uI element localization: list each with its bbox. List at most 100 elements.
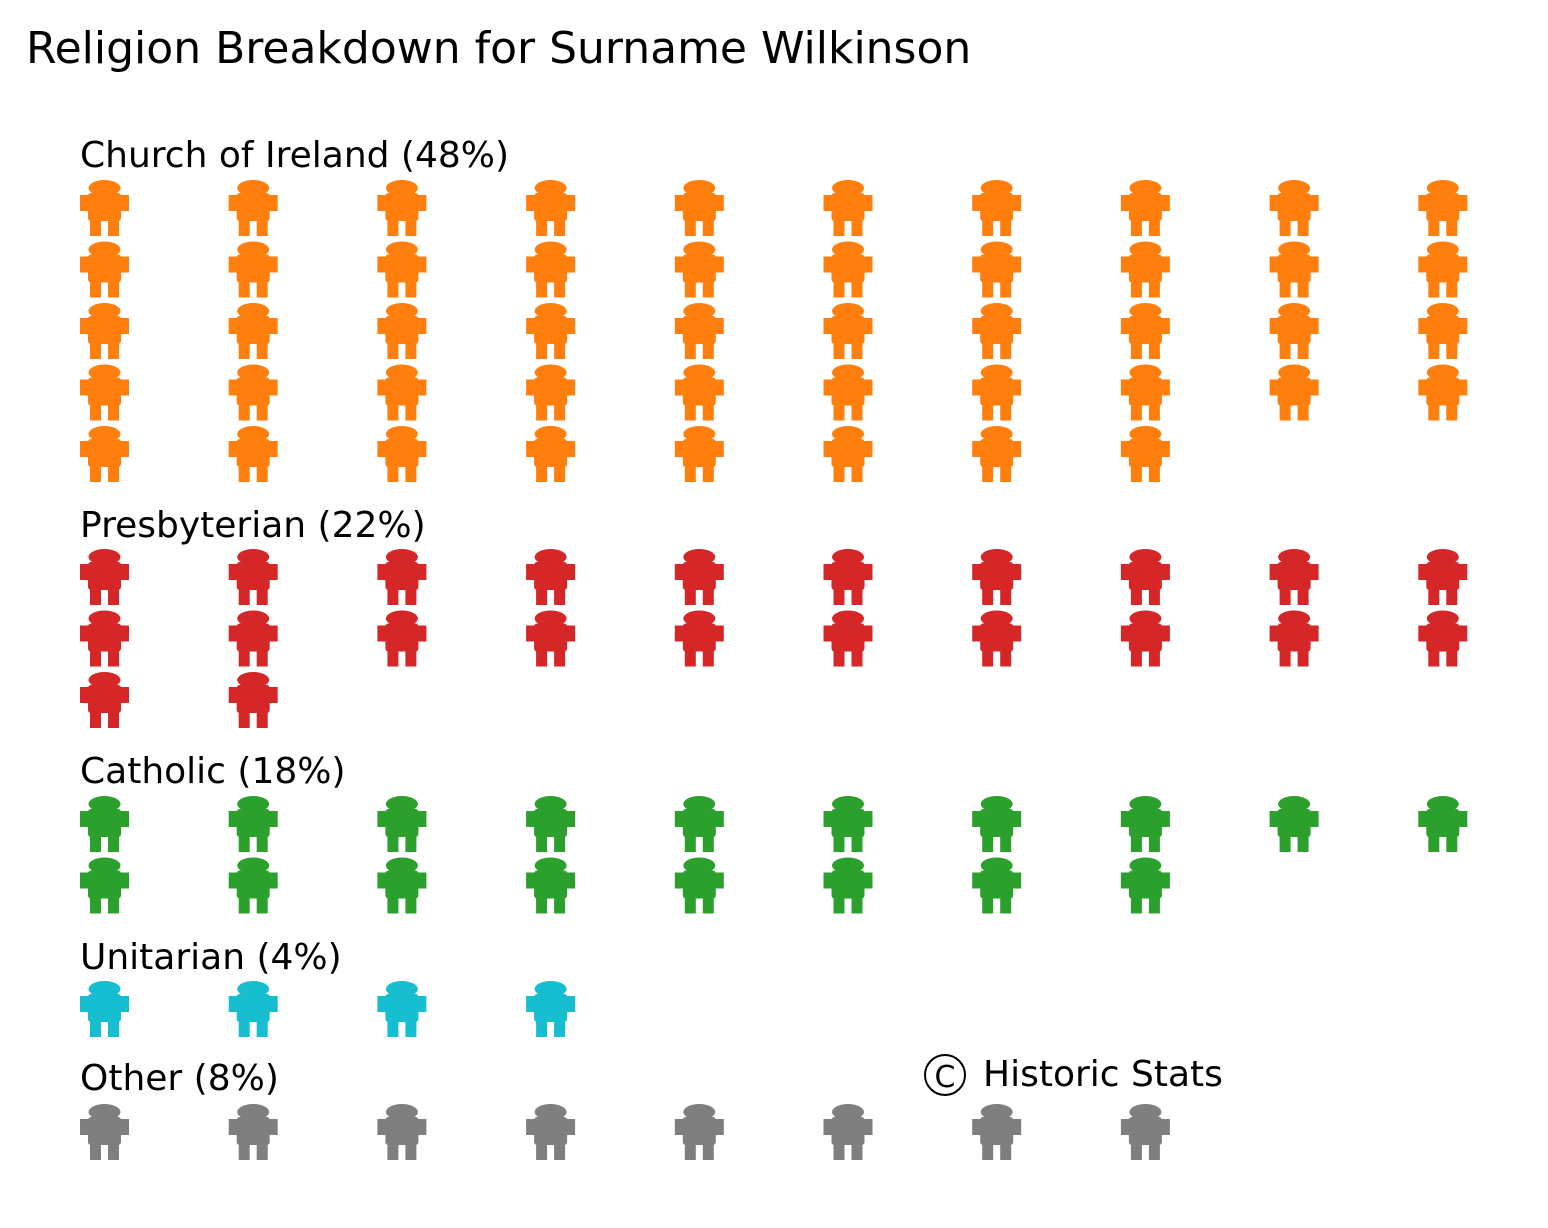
credit-text: Historic Stats	[983, 1054, 1223, 1095]
person-icon	[377, 981, 427, 1037]
person-icon	[377, 180, 427, 236]
person-icon	[377, 426, 427, 482]
person-icon	[80, 857, 129, 914]
person-icon	[674, 610, 724, 667]
person-icon	[1418, 241, 1468, 298]
person-icon	[823, 857, 873, 914]
person-icon	[823, 610, 873, 667]
person-icon	[674, 1104, 724, 1160]
person-icon	[228, 796, 278, 852]
person-icon	[1120, 241, 1170, 298]
person-icon	[80, 426, 129, 482]
person-icon	[80, 796, 129, 852]
person-icon	[972, 426, 1022, 482]
person-icon	[526, 549, 576, 605]
group-presbyterian: Presbyterian (22%)	[80, 505, 1468, 728]
person-icon	[1120, 857, 1170, 914]
person-icon	[526, 241, 576, 298]
person-icon	[972, 549, 1022, 605]
person-icon	[823, 303, 873, 359]
person-icon	[377, 303, 427, 359]
person-icon	[1418, 303, 1468, 359]
person-icon	[972, 1104, 1022, 1160]
person-icon	[823, 180, 873, 236]
group-church-of-ireland: Church of Ireland (48%)	[80, 135, 1468, 482]
copyright-icon	[924, 1054, 966, 1096]
person-icon	[674, 857, 724, 914]
person-icon	[80, 981, 129, 1037]
person-icon	[674, 364, 724, 421]
person-icon	[80, 303, 129, 359]
person-icon	[526, 857, 576, 914]
copyright-symbol: C	[935, 1060, 956, 1095]
person-icon	[228, 857, 278, 914]
group-unitarian: Unitarian (4%)	[80, 937, 576, 1037]
person-icon	[526, 610, 576, 667]
person-icon	[1269, 364, 1319, 421]
person-icon	[1120, 364, 1170, 421]
person-icon	[526, 426, 576, 482]
person-icon	[674, 180, 724, 236]
person-icon	[972, 180, 1022, 236]
person-icon	[972, 303, 1022, 359]
chart-title: Religion Breakdown for Surname Wilkinson	[26, 23, 971, 74]
person-icon	[1120, 303, 1170, 359]
person-icon	[674, 426, 724, 482]
icon-grid	[80, 549, 1468, 728]
person-icon	[526, 303, 576, 359]
person-icon	[823, 549, 873, 605]
person-icon	[228, 426, 278, 482]
person-icon	[1120, 549, 1170, 605]
person-icon	[972, 364, 1022, 421]
person-icon	[823, 426, 873, 482]
person-icon	[674, 303, 724, 359]
person-icon	[823, 1104, 873, 1160]
person-icon	[823, 796, 873, 852]
group-label: Presbyterian (22%)	[80, 505, 426, 546]
person-icon	[674, 796, 724, 852]
icon-grid	[80, 180, 1468, 482]
person-icon	[377, 857, 427, 914]
person-icon	[1418, 549, 1468, 605]
person-icon	[1269, 180, 1319, 236]
person-icon	[228, 981, 278, 1037]
person-icon	[1269, 610, 1319, 667]
person-icon	[228, 241, 278, 298]
person-icon	[1418, 796, 1468, 852]
group-label: Unitarian (4%)	[80, 937, 342, 978]
person-icon	[823, 241, 873, 298]
person-icon	[80, 672, 129, 728]
group-label: Other (8%)	[80, 1058, 279, 1099]
person-icon	[972, 241, 1022, 298]
person-icon	[80, 364, 129, 421]
person-icon	[228, 672, 278, 728]
person-icon	[1269, 549, 1319, 605]
person-icon	[823, 364, 873, 421]
person-icon	[1120, 426, 1170, 482]
person-icon	[80, 241, 129, 298]
person-icon	[228, 303, 278, 359]
person-icon	[228, 610, 278, 667]
person-icon	[972, 796, 1022, 852]
person-icon	[228, 364, 278, 421]
person-icon	[1120, 610, 1170, 667]
person-icon	[377, 241, 427, 298]
person-icon	[526, 981, 576, 1037]
person-icon	[80, 610, 129, 667]
person-icon	[526, 364, 576, 421]
person-icon	[1418, 180, 1468, 236]
person-icon	[80, 180, 129, 236]
person-icon	[228, 549, 278, 605]
person-icon	[526, 1104, 576, 1160]
person-icon	[377, 1104, 427, 1160]
person-icon	[526, 796, 576, 852]
person-icon	[80, 549, 129, 605]
person-icon	[377, 610, 427, 667]
person-icon	[674, 241, 724, 298]
person-icon	[1120, 1104, 1170, 1160]
person-icon	[377, 549, 427, 605]
person-icon	[972, 857, 1022, 914]
person-icon	[377, 364, 427, 421]
icon-grid	[80, 1104, 1170, 1160]
